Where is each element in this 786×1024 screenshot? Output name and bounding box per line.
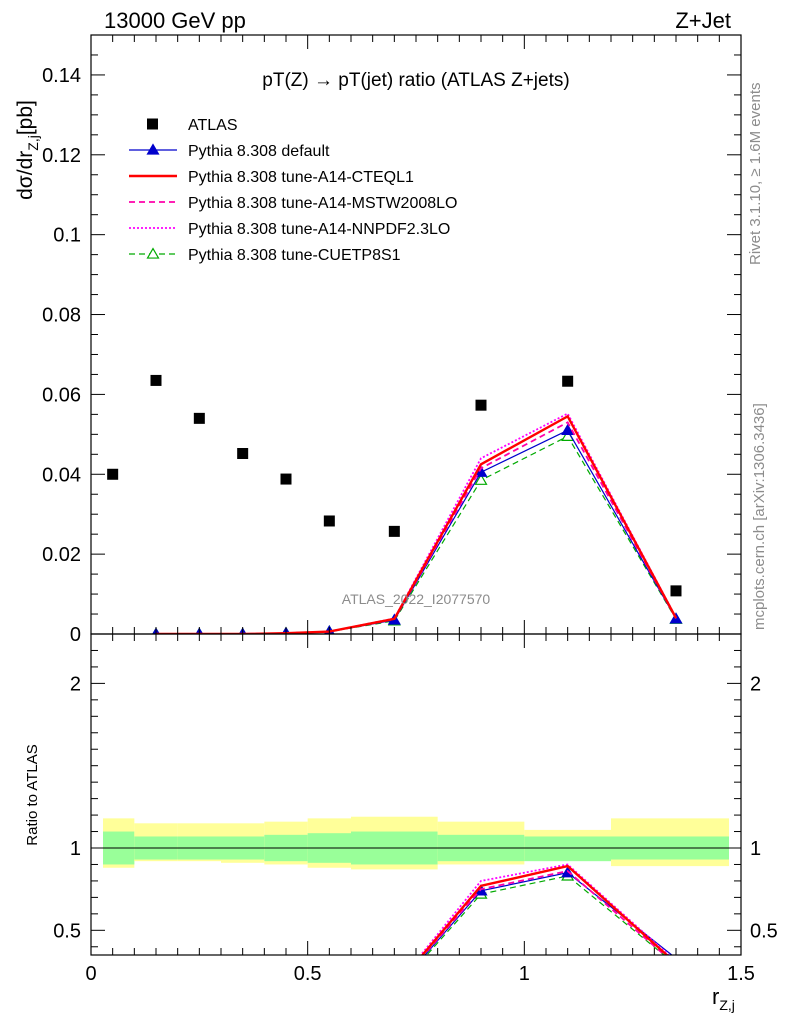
ratio-series-line — [420, 864, 669, 955]
ratio-panel-frame — [90, 633, 742, 956]
rivet-label: Rivet 3.1.10, ≥ 1.6M events — [747, 83, 764, 266]
ratio-y-tick-label: 0.5 — [53, 920, 81, 942]
atlas-data-point — [280, 473, 292, 485]
y-tick-label: 0.02 — [42, 544, 81, 566]
ratio-panel: 0 0.5 1 1.50.5 0.51 12 2 — [53, 633, 778, 985]
x-tick-label: 1 — [519, 963, 530, 985]
series-marker — [561, 423, 575, 435]
header-energy-label: 13000 GeV pp — [104, 8, 246, 33]
legend-entry: Pythia 8.308 tune-A14-MSTW2008LO — [129, 195, 457, 212]
atlas-data-point — [193, 412, 205, 424]
legend-entry: Pythia 8.308 tune-A14-CTEQL1 — [129, 169, 414, 186]
legend-marker-atlas — [147, 118, 158, 130]
ratio-y-axis-label: Ratio to ATLAS — [24, 744, 41, 845]
legend-marker — [146, 247, 160, 259]
legend: ATLAS Pythia 8.308 default Pythia 8.308 tu… — [129, 117, 457, 264]
atlas-data-point — [150, 374, 162, 386]
plot-title: pT(Z) → pT(jet) ratio (ATLAS Z+jets) — [262, 70, 569, 91]
y-tick-label: 0.04 — [42, 464, 81, 486]
x-tick-label: 0.5 — [294, 963, 322, 985]
y-axis-label: dσ/drZ,j[pb] — [14, 100, 41, 200]
atlas-data-point — [388, 525, 400, 537]
y-tick-label: 0.14 — [42, 65, 81, 87]
legend-entry: Pythia 8.308 tune-CUETP8S1 — [129, 247, 401, 264]
y-tick-label: 0.12 — [42, 145, 81, 167]
mcplots-label: mcplots.cern.ch [arXiv:1306.3436] — [751, 403, 768, 630]
legend-label: Pythia 8.308 tune-A14-NNPDF2.3LO — [188, 221, 450, 238]
atlas-data-point — [107, 468, 119, 480]
atlas-data-point — [237, 448, 249, 460]
header-process-label: Z+Jet — [675, 8, 731, 33]
legend-entry: ATLAS — [147, 117, 238, 134]
atlas-data-point — [323, 515, 335, 527]
ratio-y-tick-label: 1 — [70, 838, 81, 860]
ratio-y-tick-label-right: 2 — [750, 673, 761, 695]
legend-marker — [146, 143, 160, 155]
legend-label: ATLAS — [188, 117, 238, 134]
ratio-y-tick-label: 2 — [70, 673, 81, 695]
ratio-band-inner — [524, 836, 611, 862]
legend-label: Pythia 8.308 tune-A14-CTEQL1 — [188, 169, 414, 186]
ratio-series-line — [419, 863, 671, 955]
x-tick-label: 0 — [85, 963, 96, 985]
ratio-y-tick-label-right: 0.5 — [750, 920, 778, 942]
watermark: ATLAS_2022_I2077570 — [342, 591, 491, 607]
ratio-y-tick-label-right: 1 — [750, 838, 761, 860]
x-axis-label: rZ,j — [712, 984, 735, 1013]
y-tick-label: 0.08 — [42, 305, 81, 327]
legend-entry: Pythia 8.308 tune-A14-NNPDF2.3LO — [129, 221, 450, 238]
legend-label: Pythia 8.308 tune-CUETP8S1 — [188, 247, 401, 264]
legend-label: Pythia 8.308 tune-A14-MSTW2008LO — [188, 195, 457, 212]
ratio-series-line — [424, 872, 673, 955]
y-tick-label: 0 — [70, 624, 81, 646]
legend-label: Pythia 8.308 default — [188, 143, 330, 160]
atlas-data-point — [670, 585, 682, 597]
series-marker — [474, 473, 488, 485]
atlas-data-point — [562, 375, 574, 387]
y-tick-label: 0.1 — [53, 225, 81, 247]
main-panel: 0 0.02 0.04 0.06 0.08 0.1 0.12 0.14 pT(Z) → pT(… — [42, 34, 742, 646]
atlas-data-point — [475, 399, 487, 411]
x-tick-label: 1.5 — [727, 963, 755, 985]
legend-entry: Pythia 8.308 default — [129, 143, 330, 160]
ratio-series-line — [422, 870, 666, 955]
ratio-series-line — [426, 875, 665, 955]
y-tick-label: 0.06 — [42, 384, 81, 406]
